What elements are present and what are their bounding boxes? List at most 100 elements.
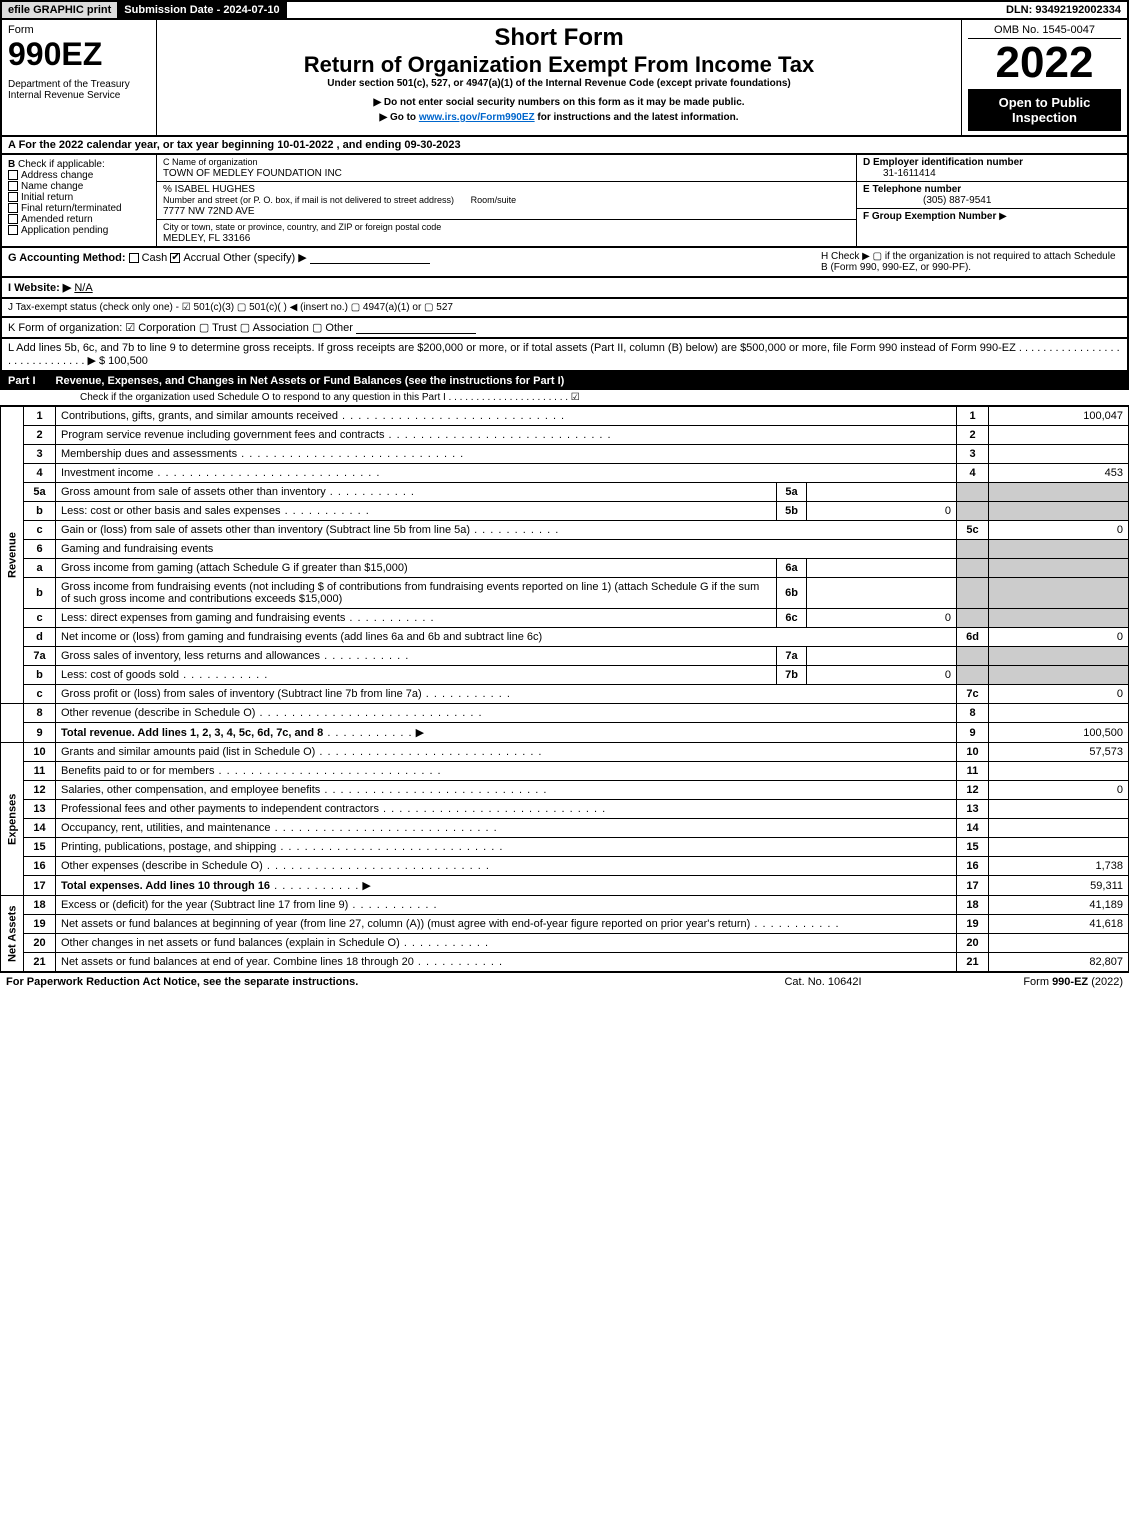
l6a-subval (807, 559, 957, 578)
l7a-num: 7a (24, 647, 56, 666)
page-footer: For Paperwork Reduction Act Notice, see … (0, 972, 1129, 991)
l5b-subval: 0 (807, 502, 957, 521)
footer-right: Form 990-EZ (2022) (923, 976, 1123, 988)
l4-num: 4 (24, 464, 56, 483)
l7b-subval: 0 (807, 666, 957, 685)
l7b-sub: 7b (777, 666, 807, 685)
main-title: Return of Organization Exempt From Incom… (163, 52, 955, 78)
l6d-col: 6d (957, 628, 989, 647)
checkbox-address-change[interactable] (8, 170, 18, 180)
l19-desc: Net assets or fund balances at beginning… (56, 915, 957, 934)
section-def: D Employer identification number 31-1611… (857, 155, 1127, 246)
l17-desc-text: Total expenses. Add lines 10 through 16 (61, 880, 270, 892)
goto-line: Go to www.irs.gov/Form990EZ for instruct… (163, 112, 955, 123)
l7b-col-shade (957, 666, 989, 685)
l6d-desc: Net income or (loss) from gaming and fun… (56, 628, 957, 647)
l6b-amt-shade (989, 578, 1129, 609)
row-g: G Accounting Method: Cash Accrual Other … (8, 251, 821, 273)
l8-num: 8 (24, 704, 56, 723)
l5b-desc: Less: cost or other basis and sales expe… (56, 502, 777, 521)
l7c-col: 7c (957, 685, 989, 704)
l1-desc: Contributions, gifts, grants, and simila… (56, 407, 957, 426)
row-h: H Check ▶ ▢ if the organization is not r… (821, 251, 1121, 273)
checkbox-name-change[interactable] (8, 181, 18, 191)
l20-desc: Other changes in net assets or fund bala… (56, 934, 957, 953)
l6b-sub: 6b (777, 578, 807, 609)
l21-num: 21 (24, 953, 56, 972)
goto-pre: Go to (379, 112, 418, 123)
l5c-desc: Gain or (loss) from sale of assets other… (56, 521, 957, 540)
other-specify-blank[interactable] (310, 252, 430, 264)
omb-number: OMB No. 1545-0047 (968, 24, 1121, 39)
checkbox-final-return[interactable] (8, 203, 18, 213)
phone-value: (305) 887-9541 (863, 195, 991, 206)
l9-desc: Total revenue. Add lines 1, 2, 3, 4, 5c,… (56, 723, 957, 743)
k-other-blank[interactable] (356, 322, 476, 334)
dept-line-2: Internal Revenue Service (8, 90, 150, 101)
city-state-zip: MEDLEY, FL 33166 (163, 233, 250, 244)
open-to-public: Open to Public Inspection (968, 89, 1121, 131)
row-a-tax-year: A For the 2022 calendar year, or tax yea… (0, 137, 1129, 155)
checkbox-initial-return[interactable] (8, 192, 18, 202)
l17-desc: Total expenses. Add lines 10 through 16 … (56, 876, 957, 896)
l7a-subval (807, 647, 957, 666)
l7b-amt-shade (989, 666, 1129, 685)
row-k: K Form of organization: ☑ Corporation ▢ … (0, 318, 1129, 339)
l18-num: 18 (24, 896, 56, 915)
row-i: I Website: ▶ N/A (0, 278, 1129, 299)
footer-right-pre: Form (1023, 976, 1052, 988)
efile-print-button[interactable]: efile GRAPHIC print (2, 2, 118, 18)
l6c-subval: 0 (807, 609, 957, 628)
l5a-amt-shade (989, 483, 1129, 502)
footer-right-bold: 990-EZ (1052, 976, 1088, 988)
opt-accrual: Accrual (183, 252, 220, 264)
part-1-num: Part I (8, 375, 36, 387)
l18-col: 18 (957, 896, 989, 915)
l8-col: 8 (957, 704, 989, 723)
l6a-desc: Gross income from gaming (attach Schedul… (56, 559, 777, 578)
irs-link[interactable]: www.irs.gov/Form990EZ (419, 112, 535, 123)
checkbox-accrual[interactable] (170, 253, 180, 263)
l6c-num: c (24, 609, 56, 628)
short-form-title: Short Form (163, 24, 955, 52)
l5c-amt: 0 (989, 521, 1129, 540)
l6c-desc: Less: direct expenses from gaming and fu… (56, 609, 777, 628)
l12-col: 12 (957, 781, 989, 800)
check-if-applicable: Check if applicable: (18, 159, 105, 170)
part-1-sub: Check if the organization used Schedule … (0, 390, 1129, 406)
l2-desc: Program service revenue including govern… (56, 426, 957, 445)
l6a-num: a (24, 559, 56, 578)
l12-desc: Salaries, other compensation, and employ… (56, 781, 957, 800)
l10-desc: Grants and similar amounts paid (list in… (56, 743, 957, 762)
sidebar-expenses: Expenses (1, 743, 24, 896)
l18-desc: Excess or (deficit) for the year (Subtra… (56, 896, 957, 915)
l5a-desc: Gross amount from sale of assets other t… (56, 483, 777, 502)
l9-desc-text: Total revenue. Add lines 1, 2, 3, 4, 5c,… (61, 727, 323, 739)
form-header: Form 990EZ Department of the Treasury In… (0, 20, 1129, 137)
l13-amt (989, 800, 1129, 819)
l9-num: 9 (24, 723, 56, 743)
no-ssn-text: Do not enter social security numbers on … (163, 97, 955, 108)
l9-col: 9 (957, 723, 989, 743)
sidebar-revenue-cont (1, 704, 24, 743)
checkbox-amended-return[interactable] (8, 214, 18, 224)
opt-amended-return: Amended return (21, 214, 93, 225)
l5b-sub: 5b (777, 502, 807, 521)
l5c-num: c (24, 521, 56, 540)
opt-final-return: Final return/terminated (21, 203, 122, 214)
d-label: D Employer identification number (863, 157, 1023, 168)
checkbox-cash[interactable] (129, 253, 139, 263)
l17-amt: 59,311 (989, 876, 1129, 896)
l13-desc: Professional fees and other payments to … (56, 800, 957, 819)
l10-col: 10 (957, 743, 989, 762)
checkbox-application-pending[interactable] (8, 225, 18, 235)
l8-desc: Other revenue (describe in Schedule O) (56, 704, 957, 723)
l4-desc: Investment income (56, 464, 957, 483)
l13-num: 13 (24, 800, 56, 819)
l5c-col: 5c (957, 521, 989, 540)
l8-amt (989, 704, 1129, 723)
l2-num: 2 (24, 426, 56, 445)
l5a-num: 5a (24, 483, 56, 502)
part-1-header: Part I Revenue, Expenses, and Changes in… (0, 372, 1129, 390)
l3-col: 3 (957, 445, 989, 464)
